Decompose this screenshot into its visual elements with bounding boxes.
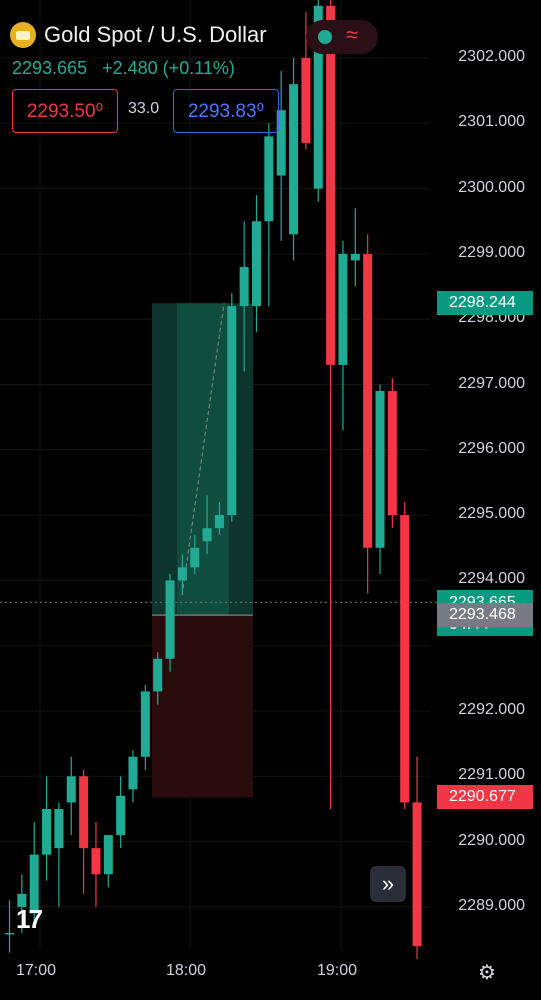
candle-body [66,776,76,803]
price-change: +2.480 (+0.11%) [102,58,235,78]
candle-body [276,110,286,176]
position-path-line [181,303,225,596]
buy-button[interactable]: 2293.83⁰ [173,89,279,133]
candle-body [400,515,410,803]
price-axis-label: 2294.000 [458,570,525,588]
candle-body [289,84,299,235]
position-profit-fill [177,303,229,616]
candle-body [17,893,27,907]
candle-body [214,515,224,529]
candle-body [165,580,175,659]
candle-body [177,567,187,581]
settings-gear-icon[interactable]: ⚙ [478,962,496,984]
spread-value: 33.0 [128,100,160,117]
candle-body [190,547,200,568]
candle-body [350,253,360,261]
price-tag: 2298.244 [437,291,533,316]
candle-body [103,835,113,875]
time-label-1900: 19:00 [317,962,358,979]
wave-icon: ≈ [346,22,359,47]
candle-body [412,802,422,947]
candle-body [387,391,397,516]
candle-body [202,528,212,542]
candle-body [140,691,150,757]
price-axis-label: 2301.000 [458,113,525,131]
candle-body [301,58,311,143]
symbol-header[interactable]: Gold Spot / U.S. Dollar [10,22,267,48]
market-status-toggle[interactable]: ≈ [306,20,378,54]
price-axis-label: 2295.000 [458,505,525,523]
candle-body [338,253,348,365]
price-axis-label: 2291.000 [458,766,525,784]
time-label-1800: 18:00 [166,962,207,979]
price-axis-label: 2289.000 [458,896,525,914]
candle-body [313,5,323,189]
market-open-icon [318,30,332,44]
price-axis-label: 2300.000 [458,178,525,196]
sell-button[interactable]: 2293.50⁰ [12,89,118,133]
price-axis-label: 2302.000 [458,48,525,65]
price-tag: 2290.677 [437,785,533,810]
candle-body [91,848,101,875]
candle-body [252,221,261,307]
candle-body [375,391,385,548]
candle-body [264,136,274,222]
candle-body [54,808,64,849]
scroll-to-realtime-button[interactable]: » [370,866,406,902]
candle-body [42,808,52,855]
price-tag: 2293.468 [437,603,533,628]
candle-body [363,253,373,548]
gold-icon [10,22,36,48]
price-axis-label: 2296.000 [458,439,525,457]
candle-body [153,658,163,692]
symbol-title: Gold Spot / U.S. Dollar [44,22,267,47]
candle-body [5,933,14,935]
candle-body [29,854,39,914]
candle-body [116,795,126,836]
price-axis-label: 2292.000 [458,701,525,718]
price-axis-label: 2297.000 [458,374,525,392]
candle-body [128,756,138,790]
candle-body [227,306,237,516]
time-label-1700: 17:00 [16,962,57,979]
tradingview-logo-icon[interactable]: 17 [16,904,43,934]
price-quote: 2293.665 +2.480 (+0.11%) [12,58,235,79]
price-axis-label: 2299.000 [458,243,525,261]
candle-body [79,776,89,849]
last-price: 2293.665 [12,58,88,78]
candle-body [326,5,336,365]
candle-body [239,266,249,307]
price-axis-label: 2290.000 [458,831,525,849]
